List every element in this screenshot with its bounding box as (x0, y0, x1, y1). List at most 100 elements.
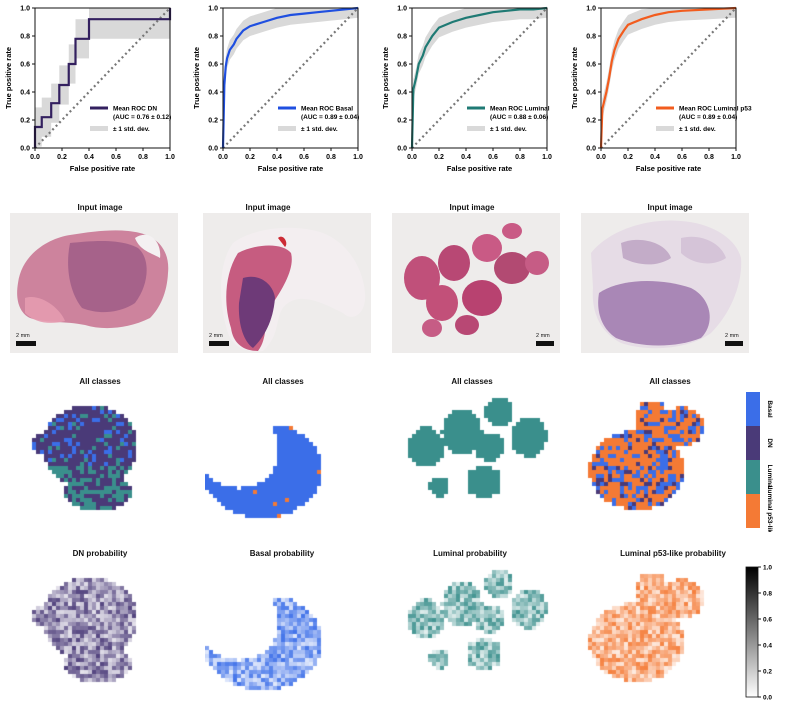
y-tick-label: 0.8 (20, 34, 30, 41)
legend-label-luminal: Luminal (766, 465, 773, 490)
all-classes-title-2: All classes (262, 377, 304, 386)
colorbar-gradient (745, 566, 759, 698)
roc-mean-curve (410, 6, 548, 149)
y-tick-label: 0.4 (20, 90, 30, 97)
y-tick-label: 0.0 (397, 146, 407, 153)
y-tick-label: 0.2 (20, 118, 30, 125)
roc-panel-1: 0.0 0.2 0.4 0.6 0.8 1.0 0.0 0.2 0.4 0.6 0.8 1.0 Fals… (4, 6, 175, 174)
prob-title-4: Luminal p53-like probability (620, 549, 726, 558)
x-tick-label: 0.0 (407, 154, 417, 161)
scale-label-3: 2 mm (536, 333, 550, 339)
x-tick-label: 0.6 (111, 154, 121, 161)
x-tick-label: 1.0 (731, 154, 741, 161)
legend-band-label: ± 1 std. dev. (113, 126, 150, 133)
x-axis-label: False positive rate (636, 164, 701, 173)
input-image-2: 2 mm (203, 213, 371, 353)
y-tick-label: 0.0 (20, 146, 30, 153)
x-tick-label: 0.0 (596, 154, 606, 161)
legend-swatch-dn (746, 426, 760, 460)
y-axis-label: True positive rate (381, 47, 390, 109)
legend-band-swatch (467, 126, 485, 131)
y-axis-label: True positive rate (4, 47, 13, 109)
legend-swatch-luminal-p53-like (746, 494, 760, 528)
scale-label-1: 2 mm (16, 333, 30, 339)
x-tick-label: 0.6 (677, 154, 687, 161)
tissue-slide-4 (591, 220, 742, 349)
y-tick-label: 1.0 (208, 6, 218, 13)
roc-panel-2: 0.0 0.2 0.4 0.6 0.8 1.0 0.0 0.2 0.4 0.6 0.8 1.0 Fals… (192, 6, 363, 174)
roc-panel-4: 0.0 0.2 0.4 0.6 0.8 1.0 0.0 0.2 0.4 0.6 0.8 1.0 Fals… (570, 6, 752, 174)
colorbar-tick-label: 0.0 (763, 695, 772, 702)
legend-band-swatch (656, 126, 674, 131)
y-axis-label: True positive rate (192, 47, 201, 109)
colorbar-tick-label: 0.6 (763, 617, 772, 624)
legend-swatch-luminal (746, 460, 760, 494)
colorbar-tick-label: 1.0 (763, 565, 772, 572)
x-tick-label: 0.0 (218, 154, 228, 161)
y-tick-label: 0.4 (397, 90, 407, 97)
x-tick-label: 0.8 (138, 154, 148, 161)
x-tick-label: 1.0 (542, 154, 552, 161)
prob-map-2 (205, 562, 373, 697)
input-image-1: 2 mm (10, 213, 178, 353)
input-image-title-1: Input image (77, 203, 123, 212)
roc-mean-curve (221, 6, 359, 149)
y-tick-label: 0.0 (586, 146, 596, 153)
x-axis-label: False positive rate (70, 164, 135, 173)
x-tick-label: 0.4 (84, 154, 94, 161)
legend-auc: (AUC = 0.76 ± 0.12) (113, 114, 171, 121)
plot-frame (600, 7, 737, 149)
y-tick-label: 0.0 (208, 146, 218, 153)
prob-map-4 (580, 562, 748, 697)
tissue-slide-1 (17, 230, 169, 329)
plot-frame (34, 7, 171, 149)
prob-title-3: Luminal probability (433, 549, 507, 558)
all-classes-title-1: All classes (79, 377, 121, 386)
colorbar-tick-label: 0.8 (763, 591, 772, 598)
y-tick-label: 0.4 (586, 90, 596, 97)
tissue-slide-2 (221, 227, 366, 352)
scale-bar-2 (209, 341, 229, 346)
roc-panel-3: 0.0 0.2 0.4 0.6 0.8 1.0 0.0 0.2 0.4 0.6 0.8 1.0 Fals… (381, 6, 552, 174)
class-map-2 (205, 390, 373, 525)
input-image-4: 2 mm (581, 213, 749, 353)
legend-series-name: Mean ROC Luminal (490, 106, 550, 113)
y-tick-label: 0.8 (397, 34, 407, 41)
x-tick-label: 0.4 (650, 154, 660, 161)
colorbar-tick-label: 0.4 (763, 643, 772, 650)
y-tick-label: 0.8 (208, 34, 218, 41)
tissue-slide-3 (404, 223, 549, 337)
probability-colorbar: 0.0 0.2 0.4 0.6 0.8 1.0 (745, 565, 772, 702)
y-tick-label: 0.6 (208, 62, 218, 69)
legend-band-swatch (90, 126, 108, 131)
x-axis-label: False positive rate (447, 164, 512, 173)
legend-series-name: Mean ROC Basal (301, 106, 353, 113)
y-tick-label: 0.2 (586, 118, 596, 125)
x-tick-label: 0.6 (299, 154, 309, 161)
y-tick-label: 1.0 (586, 6, 596, 13)
prob-title-2: Basal probability (249, 549, 315, 558)
legend-series-name: Mean ROC DN (113, 106, 157, 113)
x-tick-label: 0.8 (326, 154, 336, 161)
x-tick-label: 0.2 (245, 154, 255, 161)
input-image-title-2: Input image (245, 203, 291, 212)
y-axis-label: True positive rate (570, 47, 579, 109)
all-classes-title-3: All classes (451, 377, 493, 386)
x-tick-label: 0.4 (272, 154, 282, 161)
x-tick-label: 0.8 (704, 154, 714, 161)
input-image-title-4: Input image (647, 203, 693, 212)
x-tick-label: 0.6 (488, 154, 498, 161)
plot-frame (411, 7, 548, 149)
legend-auc: (AUC = 0.89 ± 0.04) (301, 114, 359, 121)
x-tick-label: 0.0 (30, 154, 40, 161)
scale-label-4: 2 mm (725, 333, 739, 339)
legend-series-name: Mean ROC Luminal p53 (679, 106, 752, 113)
x-tick-label: 1.0 (353, 154, 363, 161)
scale-bar-3 (536, 341, 554, 346)
scale-label-2: 2 mm (209, 333, 223, 339)
legend-band-swatch (278, 126, 296, 131)
y-tick-label: 0.6 (397, 62, 407, 69)
legend-label-basal: Basal (766, 400, 773, 418)
all-classes-title-4: All classes (649, 377, 691, 386)
